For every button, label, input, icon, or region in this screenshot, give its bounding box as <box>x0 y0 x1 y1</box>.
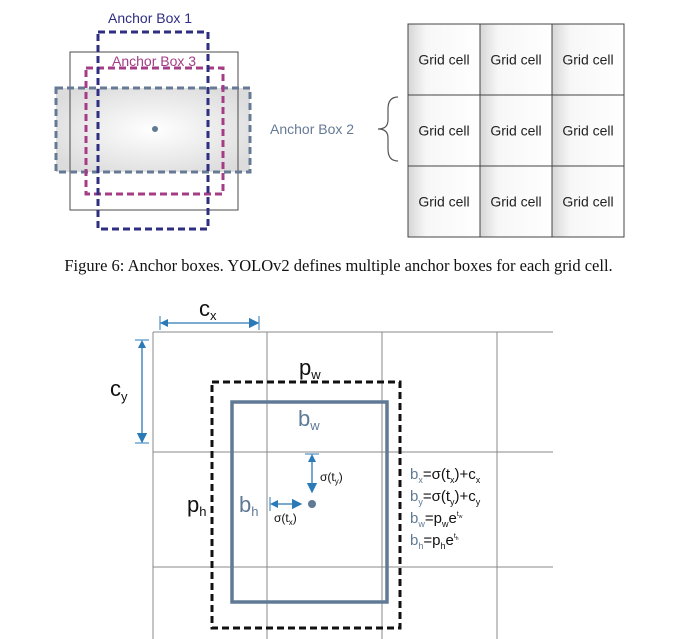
figure-caption: Figure 6: Anchor boxes. YOLOv2 defines m… <box>64 256 613 275</box>
anchor-boxes-figure: Anchor Box 1 Anchor Box 3 Anchor Box 2 G… <box>54 10 625 238</box>
sigma-ty-label: σ(ty) <box>320 470 343 486</box>
center-dot <box>152 126 158 132</box>
sigma-ty-arrow-head-top <box>308 454 316 462</box>
bounding-box-prediction-figure: cx cy pw ph bw bh σ(ty) σ(tx) bx=σ(tx)+c… <box>110 296 553 639</box>
equation-line: by=σ(ty)+cy <box>410 488 481 507</box>
predicted-center-dot <box>308 500 316 508</box>
anchor-box-3-label: Anchor Box 3 <box>112 53 196 69</box>
grid-cell <box>479 94 553 167</box>
grid-cell-label: Grid cell <box>562 123 613 139</box>
grid-lines <box>152 331 553 639</box>
grid-cell-label: Grid cell <box>562 194 613 210</box>
grid-cell-label: Grid cell <box>490 194 541 210</box>
bw-label: bw <box>298 406 320 433</box>
equation-line: bh=pheth <box>410 532 459 551</box>
sigma-tx-arrow-head-left <box>270 500 278 508</box>
grid-cell <box>479 23 553 96</box>
cy-arrow-head-top <box>138 340 146 348</box>
cx-arrow-head-left <box>160 319 168 327</box>
grid-cell-label: Grid cell <box>562 52 613 68</box>
grid-cell-label: Grid cell <box>418 52 469 68</box>
cx-label: cx <box>199 296 217 323</box>
grid-cell-label: Grid cell <box>490 123 541 139</box>
grid-cell-label: Grid cell <box>490 52 541 68</box>
grid-cell <box>551 23 625 96</box>
cy-label: cy <box>110 376 128 404</box>
anchor-box-2 <box>54 86 252 174</box>
pw-label: pw <box>299 355 321 382</box>
sigma-tx-label: σ(tx) <box>274 511 297 527</box>
grid-cell <box>551 94 625 167</box>
grid-cell <box>407 165 481 238</box>
grid-cell-label: Grid cell <box>418 123 469 139</box>
base-box <box>69 51 239 211</box>
grid: Grid cell Grid cell Grid cell Grid cell Grid… <box>407 23 625 238</box>
ph-label: ph <box>187 492 206 519</box>
equation-line: bx=σ(tx)+cx <box>410 466 481 485</box>
grid-cell <box>479 165 553 238</box>
grid-cell <box>551 165 625 238</box>
grid-cell-label: Grid cell <box>418 194 469 210</box>
curly-brace <box>377 96 399 162</box>
predicted-box <box>230 400 389 604</box>
prior-box <box>210 380 402 630</box>
anchor-box-1-label: Anchor Box 1 <box>108 10 192 26</box>
equations: bx=σ(tx)+cx by=σ(ty)+cy bw=pwetw bh=pheth <box>410 466 481 551</box>
anchor-box-3 <box>84 66 225 196</box>
bh-label: bh <box>239 492 258 519</box>
anchor-box-1 <box>96 30 210 231</box>
equation-line: bw=pwetw <box>410 510 463 529</box>
anchor-box-2-label: Anchor Box 2 <box>270 121 354 137</box>
